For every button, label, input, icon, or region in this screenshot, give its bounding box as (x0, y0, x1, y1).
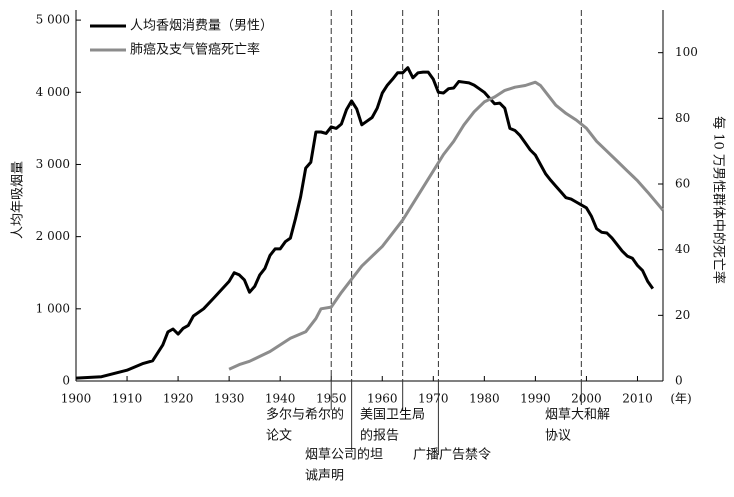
event-label: 的报告 (360, 428, 399, 444)
event-label: 美国卫生局 (360, 408, 425, 423)
series-line (228, 80, 665, 371)
event-label: 协议 (545, 429, 571, 444)
y2-tick-label: 0 (675, 374, 683, 388)
y2-tick-label: 60 (675, 177, 690, 191)
x-tick-label: 1940 (265, 392, 296, 406)
x-tick-label: 1920 (163, 392, 194, 406)
legend-label: 人均香烟消费量（男性） (130, 19, 273, 34)
x-tick-label: 1930 (214, 392, 245, 406)
y-axis-label: 人均年吸烟量 (11, 161, 26, 239)
series-line (75, 66, 655, 380)
legend-label: 肺癌及支气管癌死亡率 (130, 42, 260, 58)
y2-tick-label: 100 (675, 45, 698, 59)
x-tick-label: 1960 (367, 392, 398, 406)
event-label: 多尔与希尔的 (266, 407, 344, 423)
x-tick-label: 1990 (520, 392, 551, 406)
x-tick-label: 2010 (622, 392, 653, 406)
x-tick-label: 1910 (112, 392, 143, 406)
x-tick-label: 1900 (61, 392, 92, 406)
event-label: 烟草公司的坦 (305, 447, 383, 463)
x-tick-label: 1980 (469, 392, 500, 406)
x-axis-label: (年) (670, 392, 691, 406)
event-label: 烟草大和解 (545, 408, 610, 423)
y-tick-label: 1 000 (36, 301, 70, 315)
y2-tick-label: 20 (675, 308, 690, 322)
x-tick-label: 1970 (418, 392, 449, 406)
x-tick-label: 2000 (571, 392, 602, 406)
y2-tick-label: 40 (675, 242, 690, 256)
y2-tick-label: 80 (675, 111, 690, 125)
y-tick-label: 4 000 (36, 85, 70, 99)
event-label: 论文 (266, 429, 292, 444)
event-label: 广播广告禁令 (413, 448, 491, 463)
y-tick-label: 2 000 (36, 229, 70, 243)
y2-axis-label: 每 10 万男性群体中的死亡率 (711, 116, 727, 284)
y-tick-label: 0 (62, 374, 70, 388)
y-tick-label: 5 000 (36, 13, 70, 27)
event-label: 诚声明 (305, 469, 344, 484)
y-tick-label: 3 000 (36, 157, 70, 171)
